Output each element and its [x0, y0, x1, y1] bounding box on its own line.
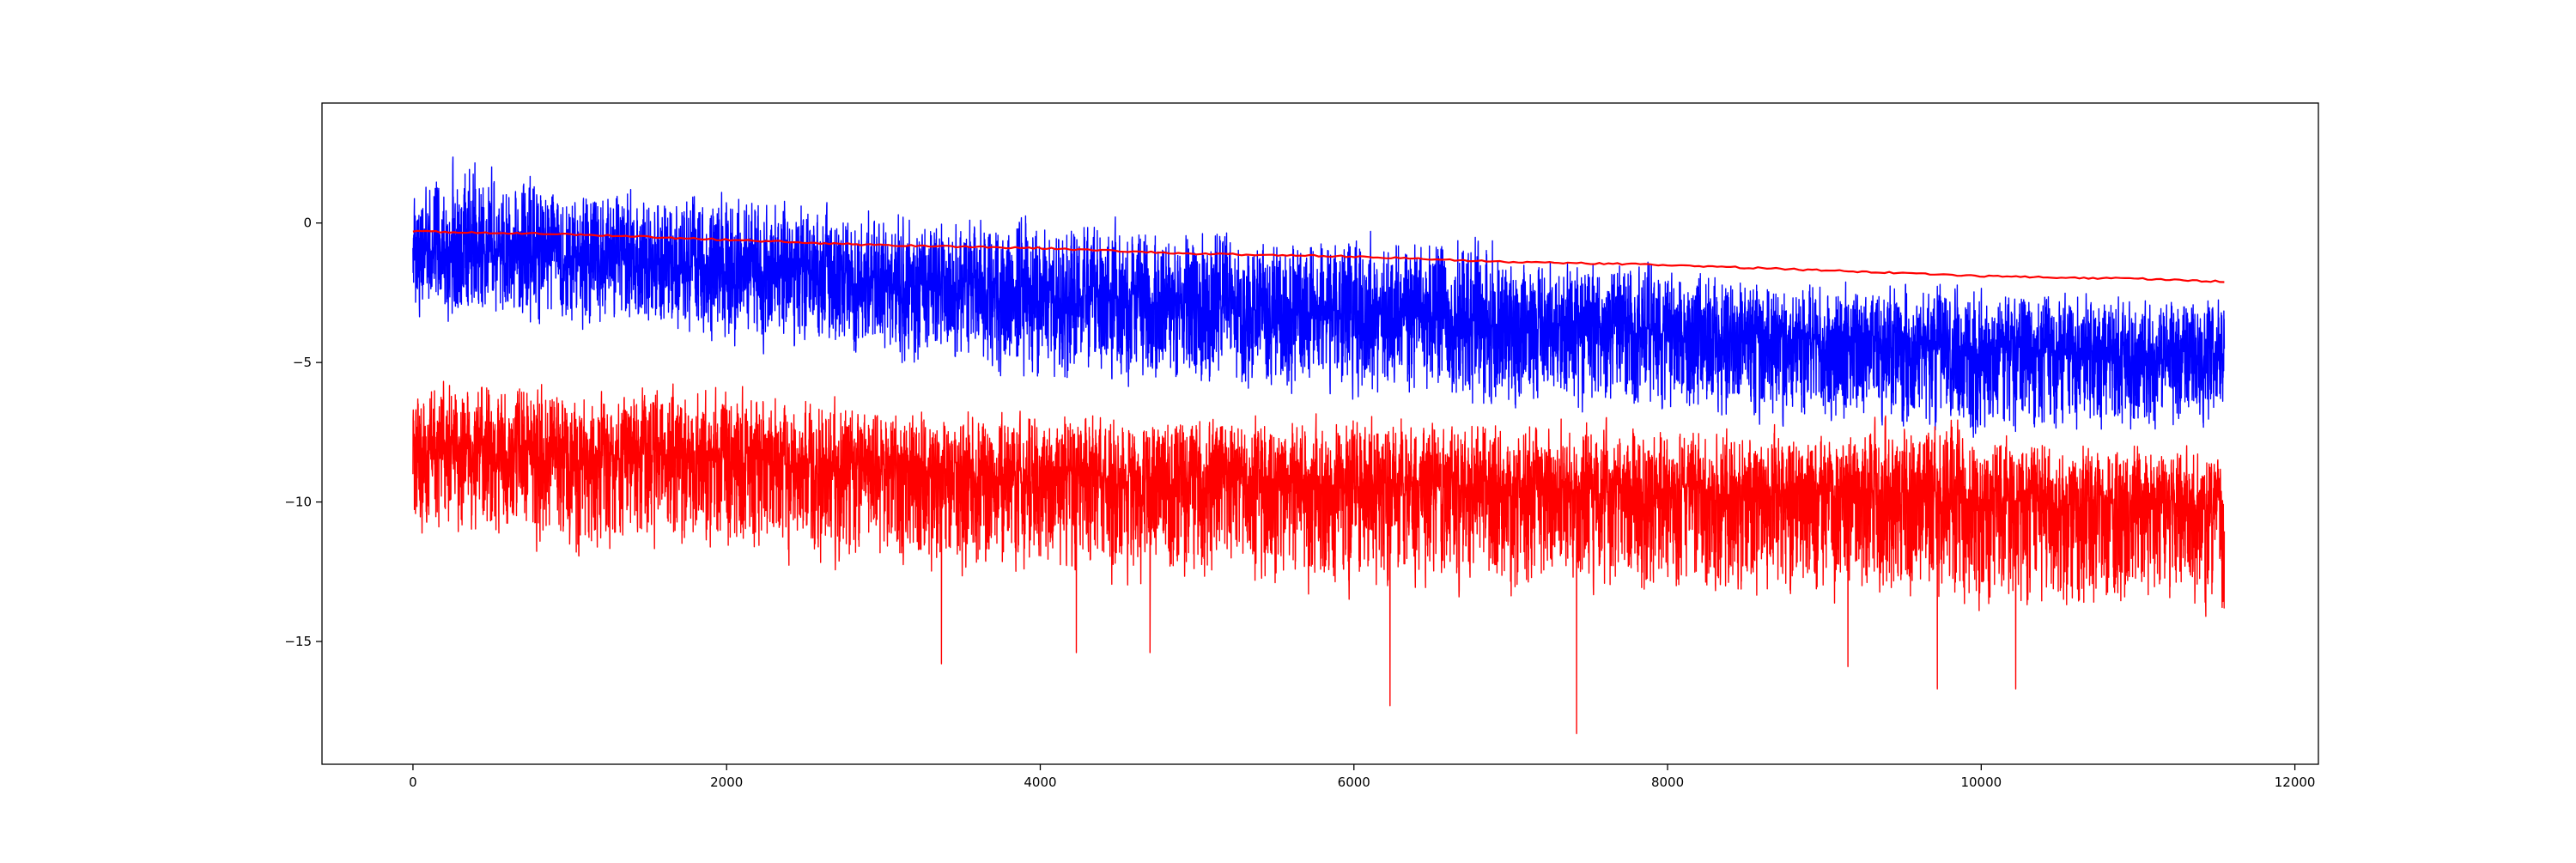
x-tick-label: 0 — [409, 775, 417, 790]
x-tick-label: 4000 — [1024, 775, 1056, 790]
series-line-noisy-upper — [412, 156, 2226, 438]
series-layer — [412, 156, 2226, 734]
x-tick-label: 2000 — [710, 775, 743, 790]
series-line-noisy-lower — [412, 380, 2226, 734]
y-tick-label: 0 — [303, 216, 312, 231]
axes-frame — [321, 102, 2319, 765]
y-tick-label: −15 — [284, 634, 312, 649]
x-tick-label: 8000 — [1651, 775, 1684, 790]
y-tick-label: −5 — [293, 355, 312, 370]
axes-layer: 0 2000 4000 6000 8000 10000 12000 0 −5 −10 −15 — [284, 102, 2319, 790]
series-line-trend — [412, 229, 2225, 283]
x-tick-label: 12000 — [2275, 775, 2316, 790]
x-tick-label: 10000 — [1960, 775, 2002, 790]
y-tick-label: −10 — [284, 495, 312, 510]
x-tick-label: 6000 — [1338, 775, 1370, 790]
